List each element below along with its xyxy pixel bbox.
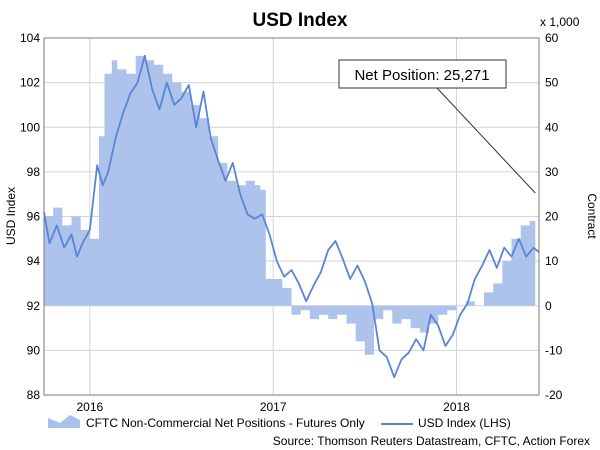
legend-swatch-area [48, 415, 80, 428]
right-axis-tick-labels: -20 -10 0 10 20 30 40 50 60 [545, 31, 563, 402]
right-tick-label: 20 [545, 210, 559, 224]
right-tick-label: 50 [545, 76, 559, 90]
right-tick-label: -20 [545, 388, 563, 402]
left-tick-label: 92 [27, 299, 41, 313]
legend-label-net-positions: CFTC Non-Commercial Net Positions - Futu… [86, 416, 365, 430]
source-note: Source: Thomson Reuters Datastream, CFTC… [273, 434, 590, 448]
legend-label-usd-index: USD Index (LHS) [418, 416, 511, 430]
right-tick-label: 30 [545, 165, 559, 179]
left-tick-label: 88 [27, 388, 41, 402]
right-axis-label: Contract [585, 193, 599, 239]
left-tick-label: 96 [27, 210, 41, 224]
left-tick-label: 100 [20, 120, 40, 134]
right-tick-label: -10 [545, 343, 563, 357]
right-tick-label: 40 [545, 120, 559, 134]
usd-index-line [43, 54, 540, 379]
usd-index-line-layer [43, 54, 540, 379]
left-axis-label: USD Index [4, 187, 18, 245]
left-tick-label: 104 [20, 31, 40, 45]
plot-frame [43, 37, 540, 396]
callout-box [338, 59, 507, 89]
right-tick-label: 0 [545, 299, 552, 313]
left-tick-label: 90 [27, 343, 41, 357]
chart-title: USD Index [252, 10, 347, 31]
right-axis-unit: x 1,000 [540, 15, 580, 29]
left-axis-tick-labels: 88 90 92 94 96 98 100 102 104 [20, 31, 40, 402]
net-positions-area [44, 55, 536, 355]
x-tick-label: 2016 [76, 400, 103, 414]
right-tick-label: 10 [545, 254, 559, 268]
left-tick-label: 102 [20, 76, 40, 90]
legend: CFTC Non-Commercial Net Positions - Futu… [48, 415, 511, 430]
left-tick-label: 98 [27, 165, 41, 179]
right-tick-label: 60 [545, 31, 559, 45]
callout-leader-line [436, 87, 536, 194]
left-tick-label: 94 [27, 254, 41, 268]
net-positions-area-layer [44, 55, 536, 355]
net-position-callout: Net Position: 25,271 [338, 59, 536, 194]
x-tick-label: 2018 [443, 400, 470, 414]
x-tick-label: 2017 [260, 400, 287, 414]
callout-text: Net Position: 25,271 [354, 67, 489, 84]
x-axis-tick-labels: 2016 2017 2018 [76, 400, 470, 414]
